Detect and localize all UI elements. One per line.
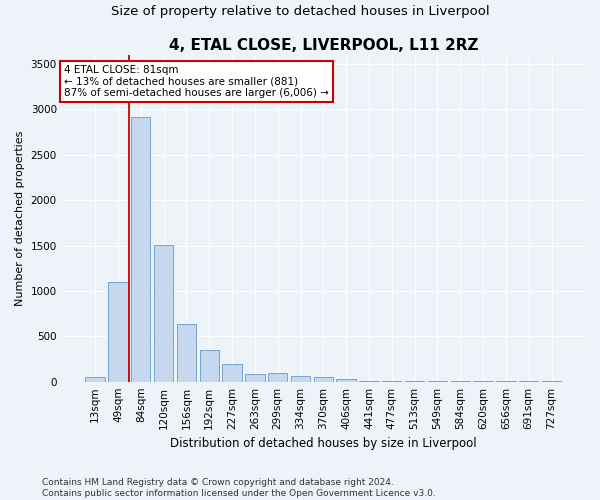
- Text: 4 ETAL CLOSE: 81sqm
← 13% of detached houses are smaller (881)
87% of semi-detac: 4 ETAL CLOSE: 81sqm ← 13% of detached ho…: [64, 65, 329, 98]
- Y-axis label: Number of detached properties: Number of detached properties: [15, 130, 25, 306]
- Bar: [291, 376, 310, 382]
- Bar: [154, 244, 173, 382]
- Bar: [131, 117, 151, 382]
- Bar: [108, 282, 128, 382]
- Bar: [245, 374, 265, 382]
- Bar: [382, 381, 401, 382]
- Text: Contains HM Land Registry data © Crown copyright and database right 2024.
Contai: Contains HM Land Registry data © Crown c…: [42, 478, 436, 498]
- Bar: [200, 350, 219, 382]
- Text: Size of property relative to detached houses in Liverpool: Size of property relative to detached ho…: [110, 4, 490, 18]
- Bar: [337, 379, 356, 382]
- Title: 4, ETAL CLOSE, LIVERPOOL, L11 2RZ: 4, ETAL CLOSE, LIVERPOOL, L11 2RZ: [169, 38, 478, 52]
- Bar: [405, 381, 424, 382]
- Bar: [223, 364, 242, 382]
- Bar: [359, 381, 379, 382]
- X-axis label: Distribution of detached houses by size in Liverpool: Distribution of detached houses by size …: [170, 437, 476, 450]
- Bar: [314, 376, 333, 382]
- Bar: [268, 372, 287, 382]
- Bar: [177, 324, 196, 382]
- Bar: [85, 376, 105, 382]
